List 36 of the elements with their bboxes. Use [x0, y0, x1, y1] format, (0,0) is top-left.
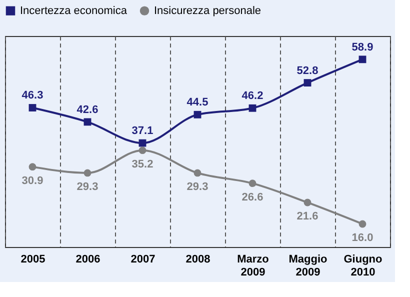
point: [28, 104, 36, 112]
legend-label: Insicurezza personale: [154, 4, 262, 17]
data-label: 58.9: [352, 41, 374, 54]
point: [304, 79, 312, 87]
data-label: 35.2: [132, 158, 154, 170]
point: [248, 180, 256, 188]
point: [84, 118, 92, 126]
data-label: 21.6: [296, 210, 318, 222]
x-tick-label: 2006: [76, 254, 100, 266]
data-label: 30.9: [22, 174, 44, 187]
legend-label: Incertezza economica: [20, 4, 128, 17]
x-tick-label: 2008: [186, 254, 210, 266]
point: [194, 110, 202, 118]
point: [138, 146, 146, 154]
point: [194, 169, 202, 177]
point: [84, 169, 92, 177]
data-label: 44.5: [186, 96, 208, 109]
data-label: 29.3: [76, 180, 98, 193]
data-label: 26.6: [242, 191, 264, 204]
data-label: 16.0: [352, 232, 374, 244]
point: [28, 163, 36, 171]
data-label: 46.3: [22, 90, 44, 102]
point: [304, 198, 312, 206]
data-label: 42.6: [76, 104, 98, 116]
point: [358, 220, 366, 228]
x-tick-label: Giugno 2010: [344, 254, 383, 278]
point: [248, 104, 256, 112]
data-label: 37.1: [132, 125, 154, 138]
point: [358, 56, 366, 64]
x-tick-label: 2005: [20, 254, 46, 266]
data-label: 29.3: [186, 180, 208, 193]
data-label: 46.2: [242, 90, 264, 102]
x-tick-label: 2007: [130, 254, 156, 266]
x-tick-label: Maggio 2009: [288, 254, 328, 278]
data-label: 52.8: [296, 64, 318, 77]
x-tick-label: Marzo 2009: [237, 254, 270, 278]
